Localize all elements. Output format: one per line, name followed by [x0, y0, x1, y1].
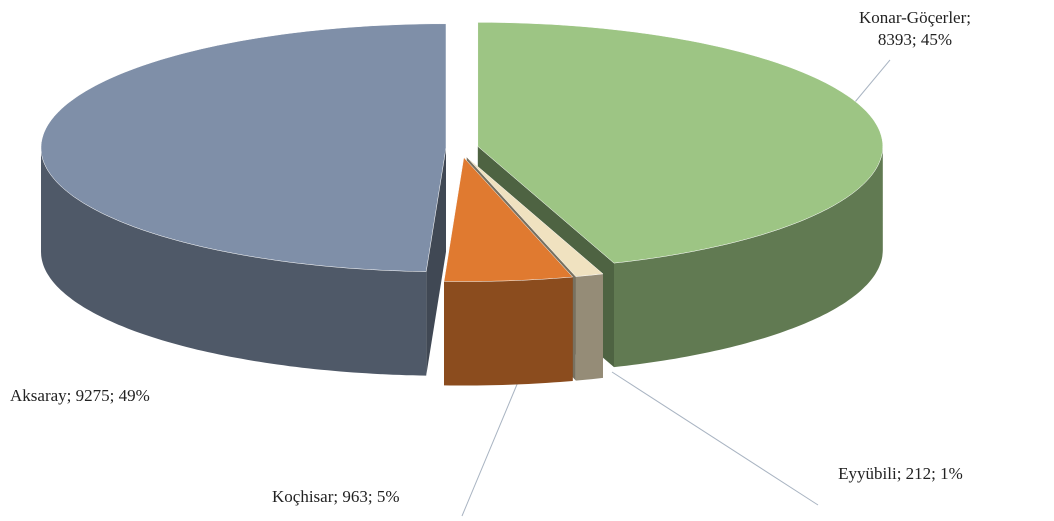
layer	[40, 22, 884, 282]
leader-line	[854, 59, 891, 103]
slice-side	[614, 146, 883, 368]
slice	[443, 156, 574, 282]
data-label: Aksaray; 9275; 49%	[10, 386, 150, 405]
slice	[40, 23, 447, 272]
slice	[466, 156, 604, 277]
data-label: Eyyübili; 212; 1%	[838, 464, 963, 483]
layer	[41, 146, 883, 386]
leader-line	[461, 381, 519, 517]
slice-wall	[426, 147, 446, 376]
slice-side	[444, 277, 573, 386]
slice-side	[41, 147, 427, 376]
slice-side	[575, 273, 603, 381]
data-label: Konar-Göçerler; 8393; 45%	[859, 8, 971, 49]
slice	[477, 22, 884, 264]
leader-line	[611, 371, 819, 506]
data-label: Koçhisar; 963; 5%	[272, 487, 400, 506]
